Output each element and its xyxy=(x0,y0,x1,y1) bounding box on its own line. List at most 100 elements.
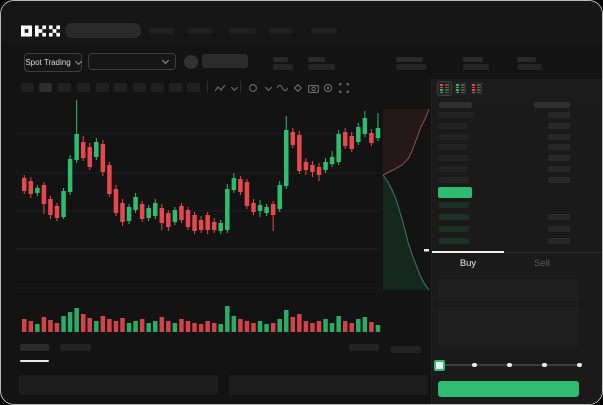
candle-body xyxy=(113,189,119,213)
volume-bar xyxy=(231,316,237,332)
combined-book-icon[interactable] xyxy=(437,81,452,96)
candle-body xyxy=(28,181,34,194)
interval-button[interactable] xyxy=(58,83,71,92)
toolbar-divider xyxy=(240,81,241,93)
interval-button[interactable] xyxy=(21,83,34,92)
asks-book-icon[interactable] xyxy=(470,82,483,95)
interval-button[interactable] xyxy=(151,83,164,92)
volume-bar xyxy=(54,323,60,332)
slider-stop[interactable] xyxy=(472,362,477,367)
candle-body xyxy=(54,206,60,218)
search-input[interactable] xyxy=(65,23,141,38)
bottom-chip[interactable] xyxy=(349,344,379,351)
bid-row-price xyxy=(439,202,469,208)
pair-action-button[interactable] xyxy=(202,54,248,68)
interval-button[interactable] xyxy=(77,83,90,92)
volume-bar xyxy=(342,321,348,332)
book-icon-line xyxy=(476,91,481,94)
volume-bar xyxy=(126,323,132,332)
tab-buy[interactable]: Buy xyxy=(432,253,504,273)
book-icon-cell xyxy=(440,89,443,91)
bottom-chip[interactable] xyxy=(391,346,421,353)
price-input[interactable] xyxy=(438,279,579,301)
book-icon-line xyxy=(444,84,449,86)
volume-bar xyxy=(74,308,79,332)
slider-stop[interactable] xyxy=(542,362,547,367)
pair-selector-dropdown[interactable] xyxy=(88,53,176,70)
nav-item[interactable] xyxy=(269,28,293,34)
interval-button[interactable] xyxy=(169,83,182,92)
candle-body xyxy=(284,130,289,186)
candle-body xyxy=(80,142,86,158)
book-icon-cell xyxy=(440,86,443,89)
fullscreen-icon[interactable] xyxy=(338,83,350,93)
settings-icon[interactable] xyxy=(322,83,334,93)
volume-bar xyxy=(48,320,53,332)
book-icon-line xyxy=(476,86,481,89)
bids-book-icon[interactable] xyxy=(454,82,467,95)
ask-row-amount xyxy=(548,166,570,172)
interval-button[interactable] xyxy=(187,83,200,92)
slider-stop[interactable] xyxy=(507,362,512,367)
volume-bar xyxy=(41,317,47,332)
tab-sell[interactable]: Sell xyxy=(504,253,580,273)
volume-bar xyxy=(244,321,250,332)
tab-buy-label: Buy xyxy=(459,257,477,269)
bottom-tab[interactable] xyxy=(60,344,91,351)
nav-item[interactable] xyxy=(149,28,174,34)
book-icon-cell xyxy=(440,84,443,86)
volume-bar xyxy=(107,319,112,332)
last-price-bar[interactable] xyxy=(438,187,472,198)
market-type-dropdown[interactable]: Spot Trading xyxy=(24,53,82,72)
ask-row-price xyxy=(439,122,467,129)
candle-body xyxy=(375,128,381,138)
book-icon-line xyxy=(444,91,449,94)
bottom-tab[interactable] xyxy=(20,344,49,351)
book-icon-line xyxy=(444,86,449,89)
indicator-icon[interactable] xyxy=(214,83,226,93)
candle-body xyxy=(218,223,223,231)
okx-logo[interactable]: OKX xyxy=(21,24,60,38)
ask-row-price xyxy=(439,133,469,140)
slider-handle[interactable] xyxy=(434,359,445,371)
overlay-icon[interactable] xyxy=(247,83,259,93)
interval-button[interactable] xyxy=(133,83,146,92)
candle-body xyxy=(257,205,263,211)
book-icon-cell xyxy=(456,86,459,89)
candle-body xyxy=(120,203,125,222)
ask-row-amount xyxy=(548,122,570,129)
interval-button[interactable] xyxy=(96,83,109,92)
volume-bar xyxy=(100,316,106,332)
amount-slider[interactable] xyxy=(432,357,602,373)
interval-button[interactable] xyxy=(114,83,127,92)
active-tab-underline xyxy=(20,360,49,362)
camera-icon[interactable] xyxy=(307,83,319,93)
buy-submit-button[interactable] xyxy=(438,381,579,397)
volume-bar xyxy=(218,324,223,332)
ticker-stat-value xyxy=(273,64,293,70)
orderbook-header-price xyxy=(439,102,472,108)
candle-body xyxy=(100,144,106,172)
line-style-icon[interactable] xyxy=(276,83,288,93)
slider-stop[interactable] xyxy=(577,362,582,367)
volume-bar xyxy=(316,321,322,332)
nav-item[interactable] xyxy=(311,28,337,34)
volume-bar xyxy=(185,321,191,332)
nav-item[interactable] xyxy=(229,28,256,34)
interval-button[interactable] xyxy=(39,83,52,92)
ask-row-price xyxy=(439,166,467,172)
candle-body xyxy=(107,165,112,194)
candle-body xyxy=(159,208,165,223)
ask-row-amount xyxy=(548,133,570,140)
volume-bar xyxy=(270,323,276,332)
book-icon-cell xyxy=(472,84,475,86)
book-icon-cell xyxy=(472,91,475,94)
amount-input[interactable] xyxy=(438,307,579,346)
ticker-stat-label xyxy=(308,57,325,62)
volume-bar xyxy=(329,323,335,332)
depth-chart xyxy=(382,108,430,291)
nav-item[interactable] xyxy=(187,28,213,34)
eraser-icon[interactable] xyxy=(292,83,304,93)
orderbook-header-amount xyxy=(534,102,570,108)
